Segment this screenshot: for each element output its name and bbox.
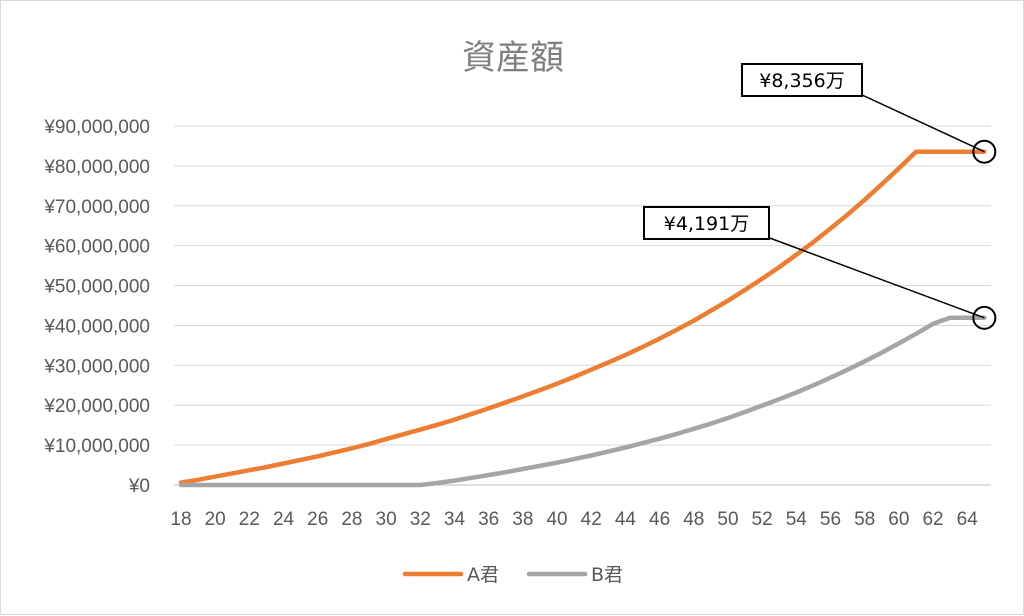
x-tick-label: 48 bbox=[683, 509, 704, 530]
legend-label: B君 bbox=[591, 564, 623, 586]
y-tick-label: ¥50,000,000 bbox=[43, 277, 150, 298]
callout-box bbox=[741, 63, 863, 97]
x-tick-label: 50 bbox=[717, 509, 738, 530]
x-tick-label: 58 bbox=[854, 509, 875, 530]
y-tick-label: ¥80,000,000 bbox=[43, 157, 150, 178]
x-tick-label: 30 bbox=[376, 509, 397, 530]
x-tick-label: 46 bbox=[649, 509, 670, 530]
y-tick-label: ¥30,000,000 bbox=[43, 356, 150, 377]
callout-leader bbox=[766, 236, 985, 319]
callout-label: ¥8,356万 bbox=[759, 70, 844, 92]
x-tick-label: 26 bbox=[307, 509, 328, 530]
y-tick-label: ¥70,000,000 bbox=[43, 197, 150, 218]
legend-label: A君 bbox=[467, 564, 499, 586]
y-tick-label: ¥10,000,000 bbox=[43, 436, 150, 457]
y-tick-label: ¥90,000,000 bbox=[43, 117, 150, 138]
series-line-A君 bbox=[178, 149, 987, 485]
x-tick-label: 20 bbox=[205, 509, 226, 530]
x-tick-label: 36 bbox=[478, 509, 499, 530]
y-tick-label: ¥20,000,000 bbox=[43, 396, 150, 417]
callout-label: ¥4,191万 bbox=[664, 213, 749, 235]
callout-box bbox=[643, 206, 770, 240]
x-tick-label: 62 bbox=[922, 509, 943, 530]
y-tick-label: ¥0 bbox=[128, 476, 150, 497]
x-tick-label: 40 bbox=[546, 509, 567, 530]
callout-marker bbox=[972, 139, 997, 164]
x-tick-label: 52 bbox=[752, 509, 773, 530]
x-tick-label: 18 bbox=[170, 509, 191, 530]
x-tick-label: 60 bbox=[888, 509, 909, 530]
x-tick-label: 22 bbox=[239, 509, 260, 530]
series-line-B君 bbox=[178, 315, 987, 488]
x-tick-label: 34 bbox=[444, 509, 466, 530]
x-tick-label: 32 bbox=[410, 509, 431, 530]
x-tick-label: 42 bbox=[581, 509, 602, 530]
callout-marker bbox=[972, 305, 997, 330]
x-tick-label: 56 bbox=[820, 509, 841, 530]
x-tick-label: 54 bbox=[786, 509, 808, 530]
x-tick-label: 24 bbox=[273, 509, 295, 530]
y-tick-label: ¥40,000,000 bbox=[43, 316, 150, 337]
x-tick-label: 38 bbox=[512, 509, 533, 530]
x-tick-label: 64 bbox=[957, 509, 979, 530]
chart-title: 資産額 bbox=[462, 38, 564, 78]
x-tick-label: 28 bbox=[341, 509, 362, 530]
callout-leader bbox=[859, 93, 985, 153]
y-tick-label: ¥60,000,000 bbox=[43, 237, 150, 258]
x-tick-label: 44 bbox=[615, 509, 637, 530]
